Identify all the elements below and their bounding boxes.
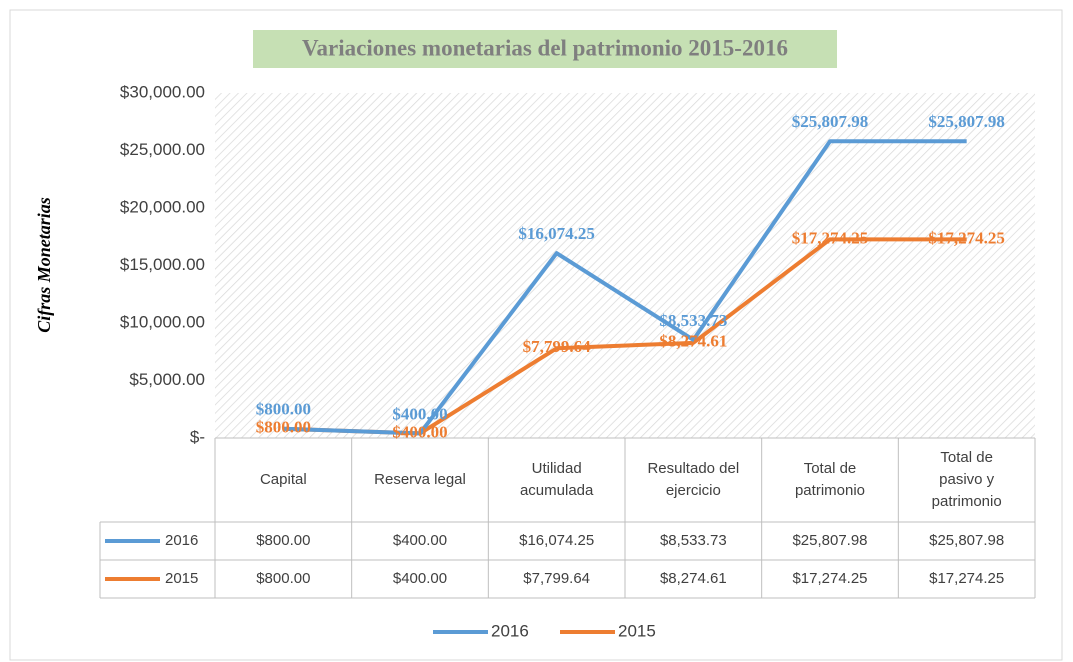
data-label: $17,274.25 (928, 228, 1005, 247)
x-tick-label: Utilidad acumulada (520, 460, 594, 499)
table-cell: $800.00 (256, 570, 310, 587)
table-cell: $17,274.25 (792, 570, 867, 587)
data-label: $17,274.25 (792, 228, 869, 247)
x-tick-label: Capital (260, 471, 307, 488)
table-cell: $800.00 (256, 532, 310, 549)
y-tick-label: $10,000.00 (120, 312, 205, 331)
table-cell: $17,274.25 (929, 570, 1004, 587)
data-label: $25,807.98 (928, 112, 1005, 131)
y-tick-label: $20,000.00 (120, 197, 205, 216)
table-cell: $400.00 (393, 570, 447, 587)
data-label: $25,807.98 (792, 112, 869, 131)
x-tick-label: Total de pasivo y patrimonio (932, 449, 1002, 510)
chart-title: Variaciones monetarias del patrimonio 20… (302, 35, 788, 60)
x-tick-label: Total de patrimonio (795, 460, 865, 499)
y-tick-label: $- (190, 427, 205, 446)
data-label: $16,074.25 (518, 224, 595, 243)
table-cell: $8,274.61 (660, 570, 727, 587)
table-series-name: 2015 (165, 570, 198, 587)
y-tick-label: $25,000.00 (120, 140, 205, 159)
table-cell: $400.00 (393, 532, 447, 549)
table-cell: $16,074.25 (519, 532, 594, 549)
y-axis-title: Cifras Monetarias (34, 197, 54, 333)
legend-label: 2015 (618, 621, 656, 640)
table-cell: $25,807.98 (929, 532, 1004, 549)
data-label: $7,799.64 (523, 337, 592, 356)
data-label: $800.00 (256, 418, 311, 437)
x-tick-label: Reserva legal (374, 471, 466, 488)
data-label: $400.00 (392, 422, 447, 441)
y-tick-label: $15,000.00 (120, 255, 205, 274)
table-cell: $7,799.64 (523, 570, 590, 587)
y-tick-label: $5,000.00 (129, 370, 205, 389)
x-tick-label: Resultado del ejercicio (647, 460, 739, 499)
title-box (253, 30, 837, 68)
legend-label: 2016 (491, 621, 529, 640)
data-label: $8,533.73 (659, 311, 727, 330)
data-label: $800.00 (256, 400, 311, 419)
table-cell: $8,533.73 (660, 532, 727, 549)
data-label: $400.00 (392, 404, 447, 423)
data-label: $8,274.61 (659, 332, 727, 351)
table-cell: $25,807.98 (792, 532, 867, 549)
series-line (283, 139, 967, 436)
plot-area (215, 93, 1035, 438)
table-series-name: 2016 (165, 532, 198, 549)
y-tick-label: $30,000.00 (120, 82, 205, 101)
